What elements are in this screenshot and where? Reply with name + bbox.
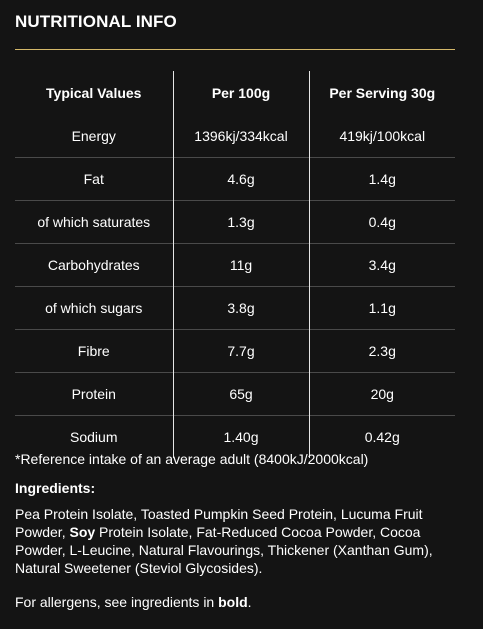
nutrient-label: Energy [15,115,174,158]
per-serving-value: 2.3g [309,329,455,373]
per-serving-value: 419kj/100kcal [339,128,426,144]
per-serving-value: 0.4g [309,200,455,244]
per-100g-value: 4.6g [173,157,310,201]
allergen-note-text: For allergens, see ingredients in [15,594,219,610]
nutrient-label: Sodium [15,415,174,458]
title-divider [15,49,455,50]
nutrition-table: Typical Values Per 100g Per Serving 30g … [15,71,455,458]
per-100g-value: 65g [173,372,310,416]
per-serving-value: 1.4g [309,157,455,201]
allergen-note: For allergens, see ingredients in bold. [15,594,252,610]
per-100g-value: 3.8g [173,286,310,330]
reference-intake-note: *Reference intake of an average adult (8… [15,451,369,467]
table-row: of which saturates 1.3g 0.4g [15,200,455,244]
ingredients-heading: Ingredients: [15,480,96,496]
allergen-highlight: Soy [69,524,96,540]
ingredients-list: Pea Protein Isolate, Toasted Pumpkin See… [15,505,465,577]
per-serving-value: 0.42g [309,415,455,458]
nutrient-label: of which saturates [15,200,174,244]
page-title: NUTRITIONAL INFO [15,12,177,31]
nutrient-label: Carbohydrates [15,243,174,287]
table-row: Protein 65g 20g [15,372,455,416]
per-serving-value: 1.1g [309,286,455,330]
per-serving-value: 3.4g [309,243,455,287]
per-100g-value: 1.40g [173,415,310,458]
nutrient-label: Protein [15,372,174,416]
allergen-note-end: . [247,594,252,610]
table-row: Fibre 7.7g 2.3g [15,329,455,373]
per-serving-value: 20g [309,372,455,416]
ingredients-text-after: Protein Isolate, Fat-Reduced Cocoa Powde… [15,524,433,576]
table-row: Energy 1396kj/334kcal 419kj/100kcal [15,115,455,158]
per-100g-value: 1.3g [173,200,310,244]
allergen-note-bold: bold [218,594,248,610]
table-header-row: Typical Values Per 100g Per Serving 30g [15,71,455,115]
column-header-per-serving: Per Serving 30g [329,85,436,101]
per-100g-value: 7.7g [173,329,310,373]
column-header-typical-values: Typical Values [15,71,174,115]
per-100g-value: 11g [173,243,310,287]
nutrient-label: Fat [15,157,174,201]
table-row: Sodium 1.40g 0.42g [15,415,455,458]
per-100g-value: 1396kj/334kcal [173,115,310,158]
table-row: of which sugars 3.8g 1.1g [15,286,455,330]
table-row: Carbohydrates 11g 3.4g [15,243,455,287]
table-row: Fat 4.6g 1.4g [15,157,455,201]
ingredients-text-before: Pea Protein Isolate, Toasted Pumpkin See… [15,506,423,540]
nutrient-label: Fibre [15,329,174,373]
column-header-per-100g: Per 100g [173,71,310,115]
nutrient-label: of which sugars [15,286,174,330]
